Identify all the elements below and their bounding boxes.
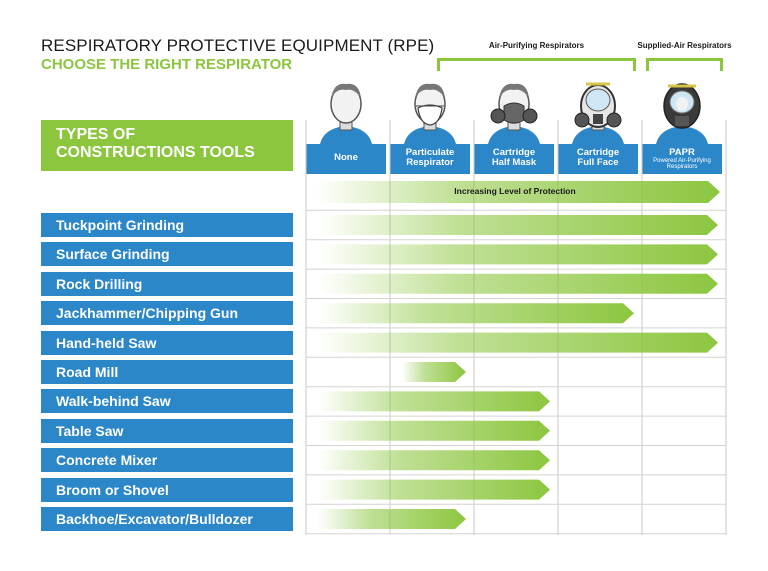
respirator-line2: Half Mask — [491, 157, 537, 168]
respirator-line2: Respirator — [406, 157, 454, 168]
tool-label: Rock Drilling — [41, 271, 293, 296]
respirator-label-papr: PAPR Powered Air-Purifying Respirators — [642, 144, 722, 174]
respirator-line1: Cartridge — [576, 147, 620, 158]
supplied-air-label: Supplied-Air Respirators — [637, 41, 732, 50]
types-header: TYPES OF CONSTRUCTIONS TOOLS — [41, 120, 293, 171]
tool-label: Backhoe/Excavator/Bulldozer — [41, 507, 293, 531]
types-header-line1: TYPES OF — [56, 126, 136, 143]
protection-range-arrow — [318, 450, 550, 471]
respirator-label-full-face: Cartridge Full Face — [558, 144, 638, 174]
respirator-label-none: None — [306, 144, 386, 174]
page-subtitle: CHOOSE THE RIGHT RESPIRATOR — [41, 56, 293, 73]
respirator-line1: Particulate — [405, 147, 455, 158]
respirator-line1: PAPR — [669, 147, 695, 158]
page-title: RESPIRATORY PROTECTIVE EQUIPMENT (RPE) — [41, 36, 435, 55]
protection-range-arrow — [402, 362, 466, 382]
respirator-particulate: Particulate Respirator — [390, 76, 470, 174]
tool-label: Walk-behind Saw — [41, 389, 293, 414]
grid-lines — [305, 120, 727, 535]
protection-range-arrow — [318, 479, 550, 500]
protection-range-arrow — [318, 509, 466, 529]
full-face-mask-icon — [572, 82, 624, 144]
respirator-none: None — [306, 76, 386, 174]
protection-range-arrow — [318, 420, 550, 441]
particulate-mask-icon — [404, 83, 456, 144]
supplied-air-bracket — [646, 58, 723, 71]
face-icon — [320, 83, 372, 144]
respirator-line1: Cartridge — [492, 147, 536, 158]
protection-range-arrow — [318, 273, 718, 294]
protection-range-arrow — [318, 215, 718, 235]
tool-label: Table Saw — [41, 418, 293, 443]
half-mask-icon — [488, 83, 540, 144]
air-purifying-label: Air-Purifying Respirators — [488, 41, 585, 50]
respirator-line1: None — [334, 152, 358, 163]
respirator-full-face: Cartridge Full Face — [558, 76, 638, 174]
tool-label: Jackhammer/Chipping Gun — [41, 301, 293, 326]
tool-label: Surface Grinding — [41, 242, 293, 267]
tool-label: Tuckpoint Grinding — [41, 213, 293, 237]
protection-range-arrow — [318, 332, 718, 353]
respirator-line2: Full Face — [577, 157, 619, 168]
respirator-label-particulate: Particulate Respirator — [390, 144, 470, 174]
protection-level-label: Increasing Level of Protection — [454, 186, 576, 196]
protection-arrow — [316, 181, 720, 203]
protection-range-arrow — [318, 244, 718, 265]
respirator-sub: Powered Air-Purifying Respirators — [653, 158, 711, 170]
row-arrows — [318, 215, 718, 529]
tool-label: Road Mill — [41, 360, 293, 384]
protection-range-arrow — [318, 391, 550, 412]
respirator-half-mask: Cartridge Half Mask — [474, 76, 554, 174]
papr-hood-icon — [656, 83, 708, 144]
protection-range-arrow — [318, 303, 634, 324]
respirator-label-half-mask: Cartridge Half Mask — [474, 144, 554, 174]
air-purifying-bracket — [437, 58, 636, 71]
tool-label: Hand-held Saw — [41, 330, 293, 355]
tool-label: Concrete Mixer — [41, 448, 293, 473]
types-header-line2: CONSTRUCTIONS TOOLS — [56, 144, 255, 161]
tool-label: Broom or Shovel — [41, 477, 293, 502]
respirator-papr: PAPR Powered Air-Purifying Respirators — [642, 76, 722, 174]
